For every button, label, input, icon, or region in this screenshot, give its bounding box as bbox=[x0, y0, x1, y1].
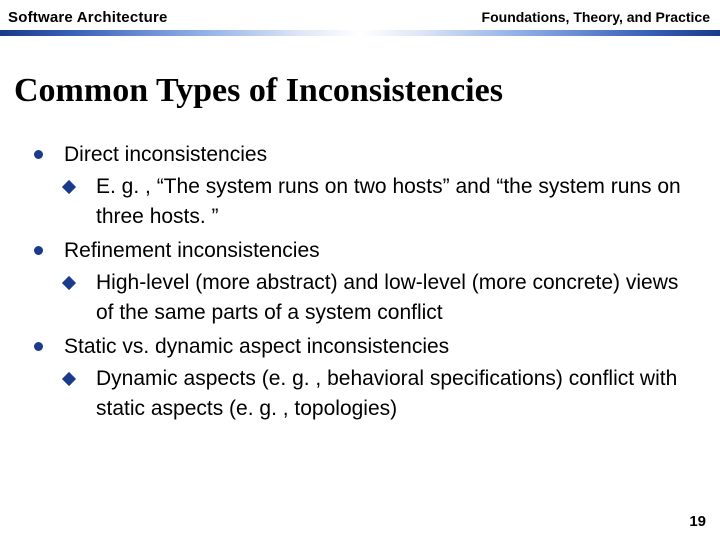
bullet-level2: E. g. , “The system runs on two hosts” a… bbox=[64, 172, 696, 232]
bullet-text: Direct inconsistencies bbox=[64, 143, 267, 166]
slide: Software Architecture Foundations, Theor… bbox=[0, 0, 720, 540]
bullet-text: Refinement inconsistencies bbox=[64, 239, 320, 262]
bullet-level2: Dynamic aspects (e. g. , behavioral spec… bbox=[64, 364, 696, 424]
bullet-level2: High-level (more abstract) and low-level… bbox=[64, 268, 696, 328]
header-accent-line bbox=[0, 30, 720, 36]
slide-title: Common Types of Inconsistencies bbox=[14, 72, 706, 110]
bullet-subtext: Dynamic aspects (e. g. , behavioral spec… bbox=[96, 367, 677, 420]
bullet-dot-icon bbox=[34, 150, 43, 159]
bullet-level1: Refinement inconsistencies bbox=[34, 236, 696, 266]
bullet-diamond-icon bbox=[62, 372, 76, 386]
bullet-dot-icon bbox=[34, 246, 43, 255]
page-number: 19 bbox=[689, 513, 706, 530]
bullet-diamond-icon bbox=[62, 276, 76, 290]
slide-header: Software Architecture Foundations, Theor… bbox=[0, 0, 720, 46]
header-right-text: Foundations, Theory, and Practice bbox=[482, 9, 710, 25]
bullet-dot-icon bbox=[34, 342, 43, 351]
bullet-level1: Static vs. dynamic aspect inconsistencie… bbox=[34, 332, 696, 362]
bullet-text: Static vs. dynamic aspect inconsistencie… bbox=[64, 335, 449, 358]
header-bar: Software Architecture Foundations, Theor… bbox=[0, 4, 720, 30]
bullet-subtext: E. g. , “The system runs on two hosts” a… bbox=[96, 175, 681, 228]
bullet-subtext: High-level (more abstract) and low-level… bbox=[96, 271, 678, 324]
bullet-diamond-icon bbox=[62, 180, 76, 194]
header-left-text: Software Architecture bbox=[8, 9, 168, 26]
slide-body: Direct inconsistencies E. g. , “The syst… bbox=[34, 140, 696, 428]
bullet-level1: Direct inconsistencies bbox=[34, 140, 696, 170]
